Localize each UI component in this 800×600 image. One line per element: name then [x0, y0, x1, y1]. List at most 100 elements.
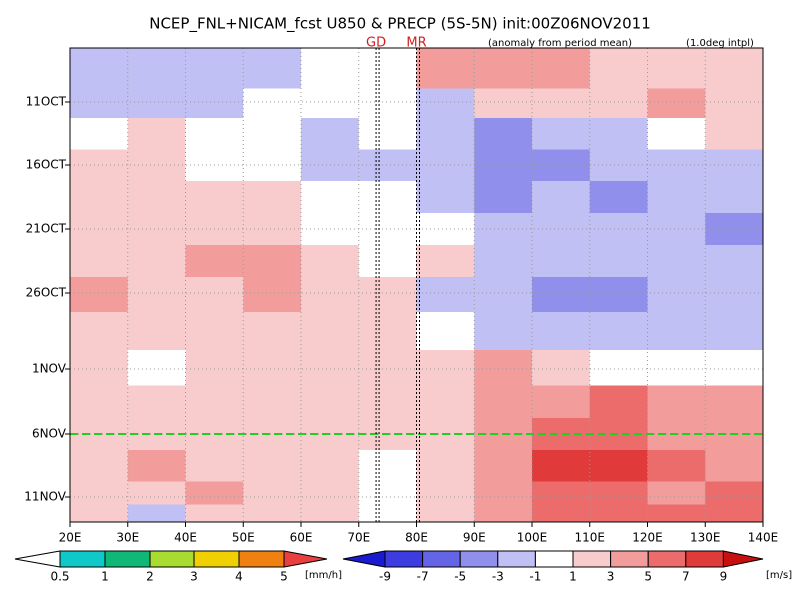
cell: [647, 149, 706, 182]
wind-legend-label: -7: [417, 570, 429, 584]
wind-legend-swatch: [497, 550, 536, 568]
cell: [647, 118, 706, 150]
cell: [127, 245, 186, 278]
cell: [185, 385, 244, 419]
cell: [301, 312, 360, 351]
wind-legend-label: 5: [644, 570, 652, 584]
cell: [301, 504, 360, 523]
wind-legend-swatch: [647, 550, 687, 568]
cell: [127, 213, 186, 246]
cell: [589, 312, 648, 351]
cell: [416, 312, 475, 351]
cell: [532, 118, 591, 150]
cell: [647, 504, 706, 523]
x-tick-label: 90E: [463, 531, 486, 545]
cell: [647, 48, 706, 89]
cell: [416, 450, 475, 482]
x-tick-label: 50E: [232, 531, 255, 545]
chart-title: NCEP_FNL+NICAM_fcst U850 & PRECP (5S-5N)…: [149, 15, 651, 34]
cell: [416, 88, 475, 119]
cell: [705, 88, 764, 119]
note: (1.0deg intpl): [686, 38, 754, 49]
cell: [127, 481, 186, 505]
cell: [243, 149, 302, 182]
cell: [358, 450, 417, 482]
cell: [705, 312, 764, 351]
subtitle: (anomaly from period mean): [488, 38, 632, 49]
cell: [532, 312, 591, 351]
cell: [243, 88, 302, 119]
cell: [70, 450, 129, 482]
cell: [185, 181, 244, 214]
cell: [358, 213, 417, 246]
cell: [416, 245, 475, 278]
cell: [185, 48, 244, 89]
precip-legend-swatch: [14, 550, 61, 568]
wind-legend-swatch: [572, 550, 612, 568]
cell: [185, 118, 244, 150]
cell: [416, 350, 475, 386]
wind-units: [m/s]: [766, 570, 792, 581]
cell: [416, 118, 475, 150]
cell: [127, 450, 186, 482]
cell: [589, 245, 648, 278]
precip-legend-swatch: [104, 550, 151, 568]
cell: [416, 504, 475, 523]
cell: [243, 385, 302, 419]
y-tick-label: 21OCT: [26, 222, 67, 236]
cell: [185, 277, 244, 313]
cell: [647, 385, 706, 419]
plot-frame: [69, 47, 764, 523]
cell: [301, 118, 360, 150]
cell: [589, 481, 648, 505]
cell: [358, 88, 417, 119]
cell: [474, 118, 533, 150]
cell: [127, 350, 186, 386]
cell: [127, 277, 186, 313]
cell: [127, 48, 186, 89]
cell: [474, 350, 533, 386]
x-tick-label: 40E: [174, 531, 197, 545]
cell: [705, 245, 764, 278]
cell: [70, 181, 129, 214]
y-tick-label: 11NOV: [24, 490, 66, 504]
cell: [243, 350, 302, 386]
wind-legend-swatch: [384, 550, 424, 568]
y-tick-label: 1NOV: [32, 362, 67, 376]
wind-legend-label: 7: [682, 570, 690, 584]
cell: [358, 245, 417, 278]
cell: [185, 88, 244, 119]
cell: [532, 385, 591, 419]
cell: [243, 213, 302, 246]
cell: [532, 450, 591, 482]
cell: [243, 277, 302, 313]
cell: [589, 504, 648, 523]
cell: [358, 277, 417, 313]
cell: [301, 88, 360, 119]
cell: [243, 181, 302, 214]
wind-legend-label: -9: [379, 570, 391, 584]
cell: [301, 385, 360, 419]
cell: [589, 350, 648, 386]
cell: [474, 385, 533, 419]
cell: [647, 312, 706, 351]
wind-legend-swatch: [342, 550, 386, 568]
wind-legend-swatch: [459, 550, 499, 568]
precip-legend-label: 4: [235, 570, 243, 584]
cell: [301, 350, 360, 386]
cell: [127, 385, 186, 419]
cell: [705, 504, 764, 523]
cell: [705, 481, 764, 505]
cell: [474, 181, 533, 214]
cell: [532, 88, 591, 119]
precip-legend-swatch: [283, 550, 328, 568]
cell: [185, 450, 244, 482]
cell: [70, 48, 129, 89]
y-tick-label: 6NOV: [32, 427, 67, 441]
cell: [474, 481, 533, 505]
cell: [185, 245, 244, 278]
wind-legend-swatch: [610, 550, 649, 568]
cell: [127, 118, 186, 150]
cell: [532, 181, 591, 214]
